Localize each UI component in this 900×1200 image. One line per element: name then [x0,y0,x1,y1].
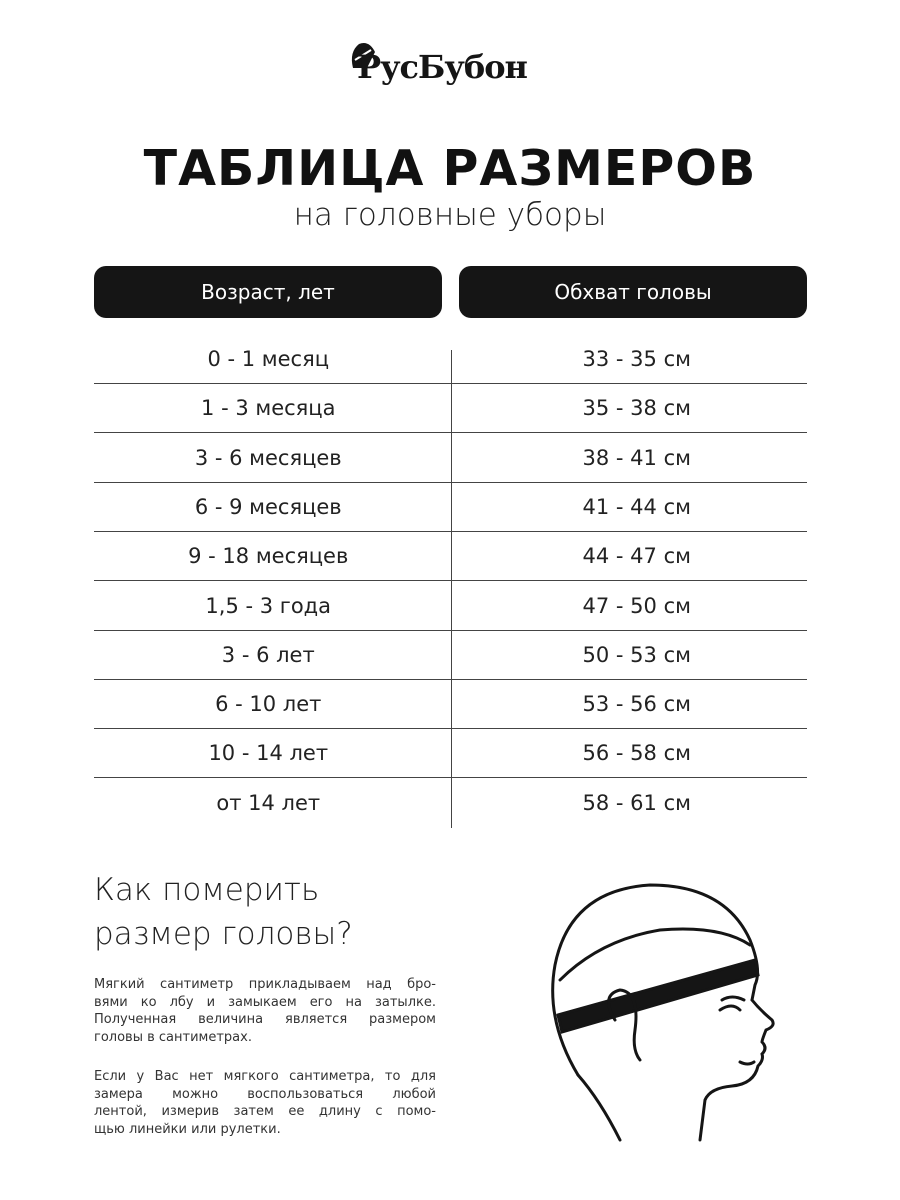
table-row: 10 - 14 лет 56 - 58 см [94,729,807,779]
age-cell: 6 - 10 лет [215,692,322,717]
text-line: Мягкий сантиметр прикладываем над бро- [94,977,436,992]
text-line: вями ко лбу и замыкаем его на затылке. [94,994,436,1010]
page-subtitle: на головные уборы [293,197,607,233]
text-line: Если у Вас нет мягкого сантиметра, то дл… [94,1069,436,1084]
instructions-paragraph-1: Мягкий сантиметр прикладываем над бро- в… [94,976,436,1046]
table-row: 6 - 9 месяцев 41 - 44 см [94,483,807,532]
table-row: 0 - 1 месяц 33 - 35 см [94,335,807,384]
brand-logo: РусБубон [345,38,565,98]
circumference-cell: 41 - 44 см [582,494,691,519]
age-cell: 3 - 6 лет [221,642,315,667]
table-row: 1 - 3 месяца 35 - 38 см [94,384,807,434]
table-row: от 14 лет 58 - 61 см [94,779,807,828]
circumference-cell: 38 - 41 см [582,445,691,470]
heading-line: размер головы? [94,916,353,952]
circumference-cell: 47 - 50 см [582,593,691,618]
circumference-cell: 53 - 56 см [582,692,691,717]
table-row: 9 - 18 месяцев 44 - 47 см [94,532,807,582]
circumference-cell: 35 - 38 см [582,396,691,421]
age-cell: от 14 лет [216,791,321,816]
table-row: 3 - 6 месяцев 38 - 41 см [94,434,807,483]
table-row: 3 - 6 лет 50 - 53 см [94,631,807,680]
age-cell: 0 - 1 месяц [207,347,330,371]
circumference-cell: 58 - 61 см [582,791,691,816]
page-title: ТАБЛИЦА РАЗМЕРОВ [143,140,757,197]
text-line: лентой, измерив затем ее длину с помо- [94,1104,436,1119]
hat-icon [351,43,375,68]
table-row: 1,5 - 3 года 47 - 50 см [94,582,807,631]
age-cell: 1 - 3 месяца [201,396,336,421]
text-line: Полученная величина является размером [94,1012,436,1027]
header-age: Возраст, лет [94,266,442,318]
age-cell: 3 - 6 месяцев [194,445,342,470]
text-line: головы в сантиметрах. [94,1029,252,1045]
column-divider [451,350,452,828]
circumference-cell: 44 - 47 см [582,544,691,569]
how-to-heading: Как померить размер головы? [94,868,353,956]
logo-text: РусБубон [357,48,528,86]
age-cell: 9 - 18 месяцев [188,544,349,569]
circumference-cell: 33 - 35 см [582,347,691,371]
circumference-cell: 50 - 53 см [582,642,691,667]
table-row: 6 - 10 лет 53 - 56 см [94,680,807,730]
head-measurement-illustration [551,883,775,1142]
heading-line: Как померить [94,872,320,908]
age-cell: 10 - 14 лет [208,741,329,766]
age-cell: 6 - 9 месяцев [194,494,342,519]
age-cell: 1,5 - 3 года [205,593,332,618]
circumference-cell: 56 - 58 см [582,741,691,766]
instructions-paragraph-2: Если у Вас нет мягкого сантиметра, то дл… [94,1068,436,1138]
header-head-circumference: Обхват головы [459,266,807,318]
text-line: щью линейки или рулетки. [94,1121,281,1137]
text-line: замера можно воспользоваться любой [94,1086,436,1102]
